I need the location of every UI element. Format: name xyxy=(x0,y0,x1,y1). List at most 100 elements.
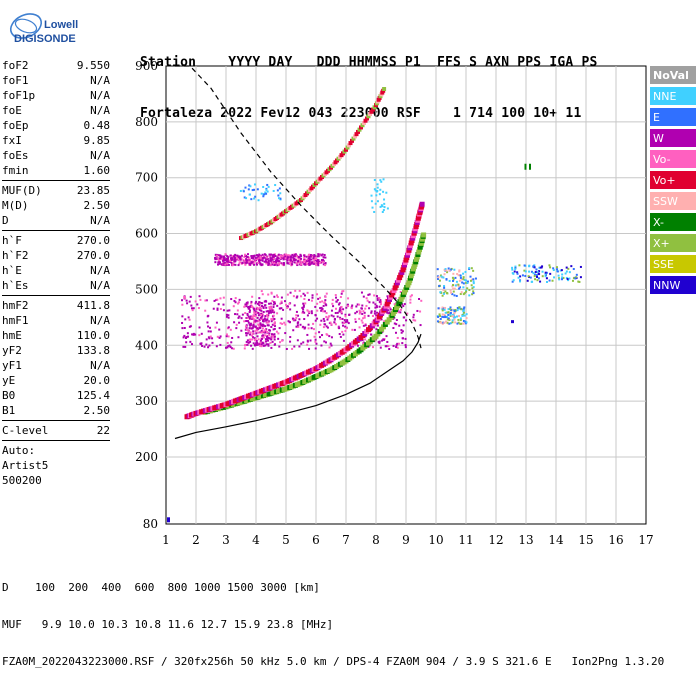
echo-point xyxy=(333,318,336,321)
echo-point xyxy=(562,277,565,280)
echo-point xyxy=(314,332,317,335)
echo-point xyxy=(260,317,263,320)
echo-point xyxy=(277,332,280,335)
echo-point xyxy=(232,255,235,258)
echo-point xyxy=(471,278,474,281)
echo-point xyxy=(308,257,311,260)
echo-point xyxy=(341,330,344,333)
echo-point xyxy=(265,334,268,337)
legend-swatch xyxy=(650,87,696,105)
param-row: D N/A xyxy=(2,213,110,228)
param-name: foEs xyxy=(2,149,29,162)
param-name: foF1 xyxy=(2,74,29,87)
echo-point xyxy=(351,136,356,141)
echo-point xyxy=(233,259,236,262)
echo-point xyxy=(254,343,257,346)
echo-point xyxy=(240,317,243,320)
echo-point xyxy=(183,326,186,329)
echo-point xyxy=(297,260,300,263)
echo-point xyxy=(513,270,516,273)
echo-point xyxy=(371,314,374,317)
x-tick-label: 3 xyxy=(222,533,230,547)
echo-point xyxy=(262,330,265,333)
param-row: B0 125.4 xyxy=(2,388,110,403)
echo-point xyxy=(320,344,323,347)
echo-point xyxy=(293,261,296,264)
echo-point xyxy=(260,345,263,348)
echo-point xyxy=(261,334,264,337)
echo-point xyxy=(369,109,374,114)
echo-point xyxy=(298,257,301,260)
echo-point xyxy=(331,302,334,305)
y-tick-label: 300 xyxy=(135,394,158,408)
echo-point xyxy=(472,292,475,295)
echo-point xyxy=(190,343,193,346)
echo-point xyxy=(190,304,193,307)
echo-point xyxy=(268,329,271,332)
echo-point xyxy=(227,263,230,266)
echo-point xyxy=(270,325,273,328)
echo-point xyxy=(454,276,457,279)
echo-point xyxy=(185,341,188,344)
echo-point xyxy=(288,254,291,257)
legend-label: NNE xyxy=(653,90,676,103)
legend-label: X- xyxy=(653,216,664,229)
echo-point xyxy=(364,338,367,341)
echo-point xyxy=(395,346,398,349)
echo-point xyxy=(394,331,397,334)
echo-point xyxy=(306,309,309,312)
echo-point xyxy=(449,268,452,271)
echo-point xyxy=(256,258,259,261)
echo-point xyxy=(444,268,447,271)
echo-point xyxy=(273,317,276,320)
echo-point xyxy=(229,328,232,331)
echo-point xyxy=(375,306,378,309)
echo-point xyxy=(204,299,207,302)
echo-point xyxy=(344,330,347,333)
echo-point xyxy=(321,253,324,256)
echo-point xyxy=(511,272,514,275)
echo-point xyxy=(295,296,298,299)
echo-point xyxy=(226,341,229,344)
legend-swatch xyxy=(650,150,696,168)
echo-point xyxy=(279,322,282,325)
y-tick-label: 800 xyxy=(135,115,158,129)
echo-point xyxy=(442,316,445,319)
digisonde-logo: Lowell DIGISONDE xyxy=(4,6,114,50)
echo-point xyxy=(294,258,297,261)
echo-point xyxy=(395,344,398,347)
echo-point xyxy=(266,321,269,324)
echo-point xyxy=(272,262,275,265)
echo-point xyxy=(555,266,558,269)
echo-point xyxy=(452,313,455,316)
echo-point xyxy=(214,253,217,256)
echo-point xyxy=(187,335,190,338)
echo-point xyxy=(320,309,323,312)
echo-point xyxy=(253,310,256,313)
y-tick-label: 600 xyxy=(135,227,158,241)
echo-point xyxy=(222,262,225,265)
echo-point xyxy=(463,306,466,309)
echo-point xyxy=(321,334,324,337)
echo-point xyxy=(310,254,313,257)
echo-point xyxy=(265,260,268,263)
echo-point xyxy=(383,320,386,323)
echo-point xyxy=(266,313,269,316)
echo-point xyxy=(314,347,317,350)
echo-point xyxy=(272,306,275,309)
echo-point xyxy=(254,313,257,316)
echo-point xyxy=(451,319,454,322)
echo-point xyxy=(259,323,262,326)
echo-point xyxy=(356,344,359,347)
echo-point xyxy=(289,340,292,343)
echo-point xyxy=(206,321,209,324)
echo-point xyxy=(378,305,381,308)
echo-point xyxy=(282,263,285,266)
echo-point xyxy=(363,311,366,314)
echo-point xyxy=(225,263,228,266)
echo-point xyxy=(285,348,288,351)
legend-label: NoVal xyxy=(653,69,689,82)
param-value: 133.8 xyxy=(76,344,110,357)
echo-point xyxy=(568,277,571,280)
x-tick-label: 5 xyxy=(282,533,290,547)
